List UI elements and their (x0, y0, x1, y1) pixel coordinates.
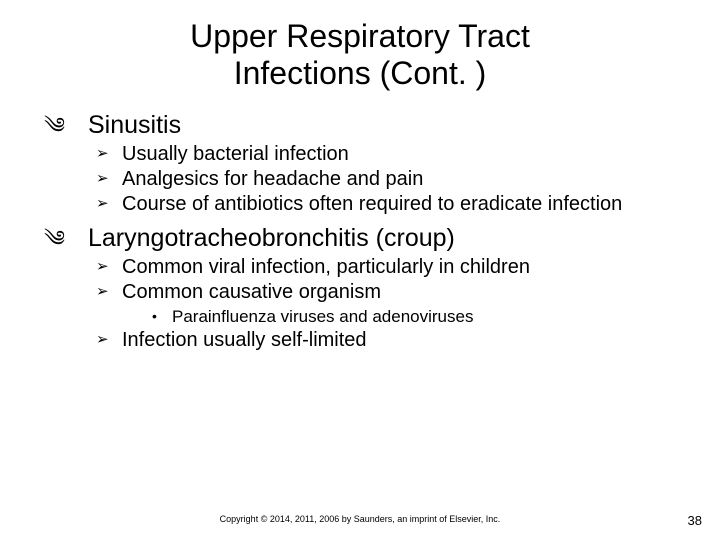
section-heading-text: Laryngotracheobronchitis (croup) (88, 223, 680, 253)
section-heading: ༄ Sinusitis (44, 110, 680, 140)
title-line-1: Upper Respiratory Tract (190, 18, 530, 54)
list-item-text: Analgesics for headache and pain (122, 167, 680, 192)
bullet-lvl2-icon: ➢ (96, 167, 122, 192)
list-item: ➢ Infection usually self-limited (44, 328, 680, 353)
list-item: ➢ Common causative organism (44, 280, 680, 305)
section-heading-text: Sinusitis (88, 110, 680, 140)
page-number: 38 (688, 513, 702, 528)
list-item-text: Course of antibiotics often required to … (122, 192, 680, 217)
list-item-text: Infection usually self-limited (122, 328, 680, 353)
list-item-text: Common causative organism (122, 280, 680, 305)
bullet-lvl1-icon: ༄ (44, 110, 88, 140)
section-heading: ༄ Laryngotracheobronchitis (croup) (44, 223, 680, 253)
bullet-lvl2-icon: ➢ (96, 280, 122, 305)
list-item: ➢ Analgesics for headache and pain (44, 167, 680, 192)
list-item: ➢ Common viral infection, particularly i… (44, 255, 680, 280)
sub-list-item: • Parainfluenza viruses and adenoviruses (44, 306, 680, 327)
bullet-lvl3-icon: • (152, 306, 172, 327)
bullet-lvl2-icon: ➢ (96, 328, 122, 353)
list-item-text: Common viral infection, particularly in … (122, 255, 680, 280)
bullet-lvl2-icon: ➢ (96, 142, 122, 167)
title-line-2: Infections (Cont. ) (234, 55, 487, 91)
bullet-lvl2-icon: ➢ (96, 192, 122, 217)
bullet-lvl1-icon: ༄ (44, 223, 88, 253)
slide: Upper Respiratory Tract Infections (Cont… (0, 0, 720, 540)
bullet-lvl2-icon: ➢ (96, 255, 122, 280)
copyright-footer: Copyright © 2014, 2011, 2006 by Saunders… (0, 514, 720, 524)
list-item: ➢ Usually bacterial infection (44, 142, 680, 167)
list-item-text: Usually bacterial infection (122, 142, 680, 167)
slide-body: ༄ Sinusitis ➢ Usually bacterial infectio… (40, 110, 680, 353)
sub-list-item-text: Parainfluenza viruses and adenoviruses (172, 306, 680, 327)
slide-title: Upper Respiratory Tract Infections (Cont… (40, 18, 680, 92)
list-item: ➢ Course of antibiotics often required t… (44, 192, 680, 217)
